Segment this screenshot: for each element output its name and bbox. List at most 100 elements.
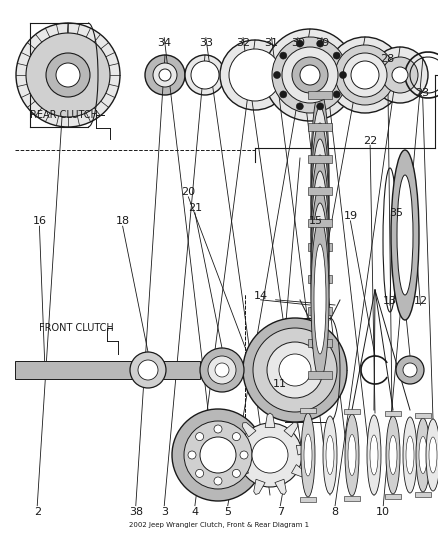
Text: 31: 31 [265, 38, 279, 47]
Ellipse shape [416, 418, 430, 492]
Circle shape [56, 63, 80, 87]
Ellipse shape [391, 150, 419, 320]
Circle shape [16, 23, 120, 127]
Circle shape [382, 57, 418, 93]
Text: 11: 11 [273, 379, 287, 389]
Text: 2002 Jeep Wrangler Clutch, Front & Rear Diagram 1: 2002 Jeep Wrangler Clutch, Front & Rear … [129, 522, 309, 528]
Circle shape [145, 55, 185, 95]
Circle shape [185, 55, 225, 95]
Text: 13: 13 [383, 296, 397, 306]
Circle shape [252, 437, 288, 473]
Circle shape [327, 37, 403, 113]
Circle shape [396, 356, 424, 384]
Text: 2: 2 [34, 507, 41, 516]
Circle shape [46, 53, 90, 97]
Bar [308, 307, 332, 315]
Text: 28: 28 [381, 54, 395, 63]
Text: 16: 16 [32, 216, 46, 226]
Polygon shape [254, 479, 265, 495]
Circle shape [317, 40, 324, 47]
Text: 8: 8 [332, 507, 339, 516]
Polygon shape [275, 479, 286, 495]
Text: FRONT CLUTCH: FRONT CLUTCH [39, 323, 114, 333]
Ellipse shape [314, 228, 326, 338]
Circle shape [214, 425, 222, 433]
Circle shape [229, 49, 281, 101]
Text: 7: 7 [277, 507, 284, 516]
Text: 32: 32 [236, 38, 250, 47]
Circle shape [188, 451, 196, 459]
Text: 5: 5 [224, 507, 231, 516]
Circle shape [296, 103, 303, 110]
Ellipse shape [311, 139, 329, 299]
Bar [308, 155, 332, 163]
Circle shape [196, 470, 204, 478]
Circle shape [343, 53, 387, 97]
Ellipse shape [301, 413, 315, 497]
Bar [308, 275, 332, 283]
Circle shape [153, 63, 177, 87]
Circle shape [280, 91, 287, 98]
Ellipse shape [386, 416, 400, 494]
Circle shape [282, 47, 338, 103]
Ellipse shape [311, 219, 329, 379]
Bar [308, 243, 332, 251]
Ellipse shape [314, 164, 326, 274]
Ellipse shape [311, 155, 329, 315]
Text: 22: 22 [363, 136, 377, 146]
Circle shape [215, 363, 229, 377]
Ellipse shape [429, 437, 437, 473]
Ellipse shape [419, 437, 427, 473]
Circle shape [191, 61, 219, 89]
Bar [344, 496, 360, 501]
Circle shape [159, 69, 171, 81]
Circle shape [333, 91, 340, 98]
Polygon shape [265, 413, 275, 427]
Circle shape [208, 356, 236, 384]
Bar [415, 413, 431, 418]
Ellipse shape [370, 435, 378, 475]
Text: 30: 30 [291, 38, 305, 47]
Ellipse shape [389, 435, 397, 474]
Ellipse shape [314, 196, 326, 306]
Bar [308, 339, 332, 347]
Text: 18: 18 [116, 216, 130, 226]
Text: 15: 15 [308, 216, 322, 226]
Circle shape [243, 318, 347, 422]
Ellipse shape [323, 416, 337, 494]
Text: 29: 29 [315, 38, 329, 47]
Circle shape [279, 354, 311, 386]
Bar [415, 492, 431, 497]
Circle shape [335, 45, 395, 105]
Circle shape [372, 47, 428, 103]
Bar [308, 371, 332, 379]
Ellipse shape [314, 148, 326, 258]
Circle shape [138, 360, 158, 380]
Circle shape [317, 103, 324, 110]
Text: 20: 20 [181, 187, 195, 197]
Text: REAR CLUTCH: REAR CLUTCH [30, 110, 97, 119]
Circle shape [339, 71, 346, 78]
Ellipse shape [314, 132, 326, 242]
Circle shape [272, 37, 348, 113]
Circle shape [233, 470, 240, 478]
Ellipse shape [311, 203, 329, 363]
Text: 23: 23 [416, 88, 430, 98]
Text: 33: 33 [199, 38, 213, 47]
Ellipse shape [311, 171, 329, 331]
Ellipse shape [345, 414, 359, 496]
Bar [308, 123, 332, 131]
Circle shape [273, 71, 280, 78]
Polygon shape [233, 465, 248, 478]
Circle shape [280, 52, 287, 59]
Bar [300, 497, 316, 502]
Polygon shape [291, 465, 306, 478]
Ellipse shape [311, 123, 329, 283]
Circle shape [392, 67, 408, 83]
Bar [385, 494, 401, 499]
Circle shape [214, 477, 222, 485]
Circle shape [296, 40, 303, 47]
Circle shape [253, 328, 337, 412]
Ellipse shape [426, 419, 438, 491]
Polygon shape [284, 423, 298, 437]
